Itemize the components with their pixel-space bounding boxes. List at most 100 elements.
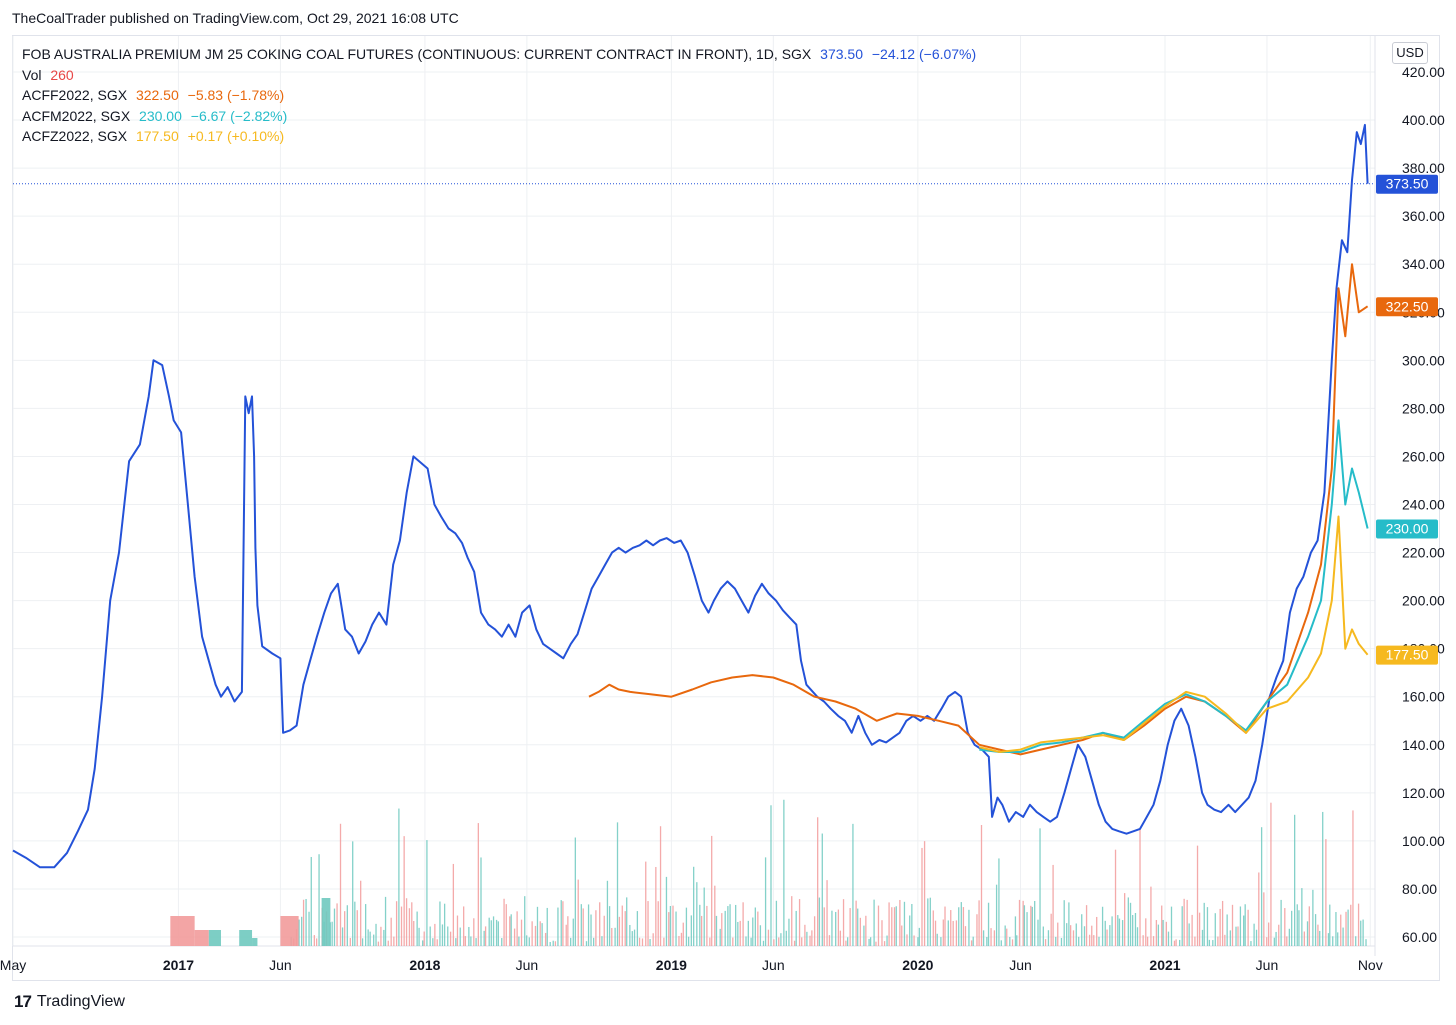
legend-main[interactable]: FOB AUSTRALIA PREMIUM JM 25 COKING COAL … xyxy=(22,44,976,65)
y-tick-label: 160.00 xyxy=(1402,689,1445,705)
volume-bar xyxy=(1109,925,1111,946)
volume-bar xyxy=(1093,935,1095,946)
legend-vol-name: Vol xyxy=(22,66,42,83)
volume-bar xyxy=(1286,936,1288,946)
volume-bar xyxy=(711,835,713,946)
tradingview-logo-icon: 17 xyxy=(14,992,32,1011)
volume-bar xyxy=(626,897,628,946)
volume-bar xyxy=(1191,914,1193,946)
volume-bar xyxy=(960,902,962,946)
legend-acfm[interactable]: ACFM2022, SGX 230.00 −6.67 (−2.82%) xyxy=(22,106,976,127)
volume-bar xyxy=(1303,931,1305,946)
volume-bar xyxy=(1253,923,1255,946)
volume-bar xyxy=(546,907,548,946)
volume-bar xyxy=(364,904,367,946)
volume-bar xyxy=(1060,937,1063,946)
legend-acfz[interactable]: ACFZ2022, SGX 177.50 +0.17 (+0.10%) xyxy=(22,126,976,147)
volume-bar xyxy=(1016,935,1018,946)
volume-bar xyxy=(1055,936,1057,946)
volume-bar xyxy=(492,916,495,946)
volume-bar xyxy=(1291,910,1293,946)
footer-brand-label: TradingView xyxy=(36,993,125,1010)
volume-bar xyxy=(932,910,934,946)
volume-bar xyxy=(775,900,778,946)
volume-bar xyxy=(1152,936,1155,946)
volume-bar xyxy=(1332,936,1334,946)
volume-bar xyxy=(955,920,958,946)
volume-bar xyxy=(1194,936,1196,946)
volume-bar xyxy=(585,941,588,946)
volume-bar xyxy=(1075,923,1077,946)
volume-bar xyxy=(1196,845,1199,946)
volume-bar xyxy=(380,926,382,946)
volume-bar xyxy=(1263,892,1265,946)
legend-vol[interactable]: Vol 260 xyxy=(22,65,976,86)
volume-bar xyxy=(817,817,819,946)
volume-bar xyxy=(857,908,859,946)
volume-bar xyxy=(1155,919,1158,946)
volume-bar xyxy=(1229,930,1231,946)
volume-bar xyxy=(341,927,344,946)
legend-acff[interactable]: ACFF2022, SGX 322.50 −5.83 (−1.78%) xyxy=(22,85,976,106)
volume-bar xyxy=(1145,918,1147,946)
volume-bar xyxy=(473,918,475,946)
volume-bar xyxy=(470,936,472,946)
volume-bar xyxy=(715,915,718,946)
volume-bar xyxy=(1139,827,1141,946)
volume-bar xyxy=(859,917,862,946)
volume-bar xyxy=(1306,921,1309,946)
volume-bar xyxy=(624,911,626,946)
footer-brand[interactable]: 17 TradingView xyxy=(14,992,125,1012)
volume-bar xyxy=(318,854,320,946)
volume-bar xyxy=(680,932,683,946)
volume-bar xyxy=(868,938,870,946)
volume-bar xyxy=(1231,904,1234,946)
volume-bar xyxy=(1063,900,1065,946)
y-tick-label: 340.00 xyxy=(1402,256,1445,272)
volume-bar xyxy=(1362,919,1364,946)
currency-button[interactable]: USD xyxy=(1392,42,1428,64)
volume-bar xyxy=(970,940,973,946)
volume-bar xyxy=(488,917,490,946)
volume-bar xyxy=(881,920,883,946)
volume-bar xyxy=(1039,828,1041,946)
volume-bar xyxy=(641,938,644,946)
volume-bar xyxy=(398,808,400,946)
volume-bar xyxy=(855,900,857,946)
volume-bar xyxy=(668,912,670,946)
volume-bar xyxy=(732,937,734,946)
legend-acfm-name: ACFM2022, SGX xyxy=(22,107,131,124)
y-tick-label: 260.00 xyxy=(1402,448,1445,464)
volume-bar xyxy=(809,935,811,946)
chart-legend: FOB AUSTRALIA PREMIUM JM 25 COKING COAL … xyxy=(22,44,976,147)
volume-bar xyxy=(1129,902,1132,946)
volume-bar xyxy=(497,921,500,946)
volume-bar xyxy=(541,923,543,946)
volume-block xyxy=(321,898,331,946)
volume-bar xyxy=(780,933,782,946)
volume-bar xyxy=(1183,898,1185,946)
volume-bar xyxy=(505,904,507,946)
volume-bar xyxy=(1275,931,1277,946)
volume-bar xyxy=(1006,928,1008,946)
volume-bar xyxy=(384,896,387,946)
volume-bar xyxy=(539,921,541,946)
x-tick-label: Jun xyxy=(1009,957,1032,973)
volume-bar xyxy=(483,930,485,946)
volume-bar xyxy=(308,911,310,946)
volume-bar xyxy=(1266,937,1268,946)
volume-bar xyxy=(1034,900,1036,946)
volume-bar xyxy=(750,937,752,946)
volume-bar xyxy=(333,908,336,946)
volume-bar xyxy=(709,937,711,946)
legend-acff-name: ACFF2022, SGX xyxy=(22,87,128,103)
volume-bar xyxy=(1237,926,1239,946)
volume-bar xyxy=(570,937,572,946)
x-tick-label: Jun xyxy=(269,957,292,973)
volume-bar xyxy=(577,879,579,946)
volume-bar xyxy=(647,901,649,946)
volume-bar xyxy=(373,934,375,946)
volume-bar xyxy=(672,905,674,946)
volume-bar xyxy=(1340,914,1342,946)
